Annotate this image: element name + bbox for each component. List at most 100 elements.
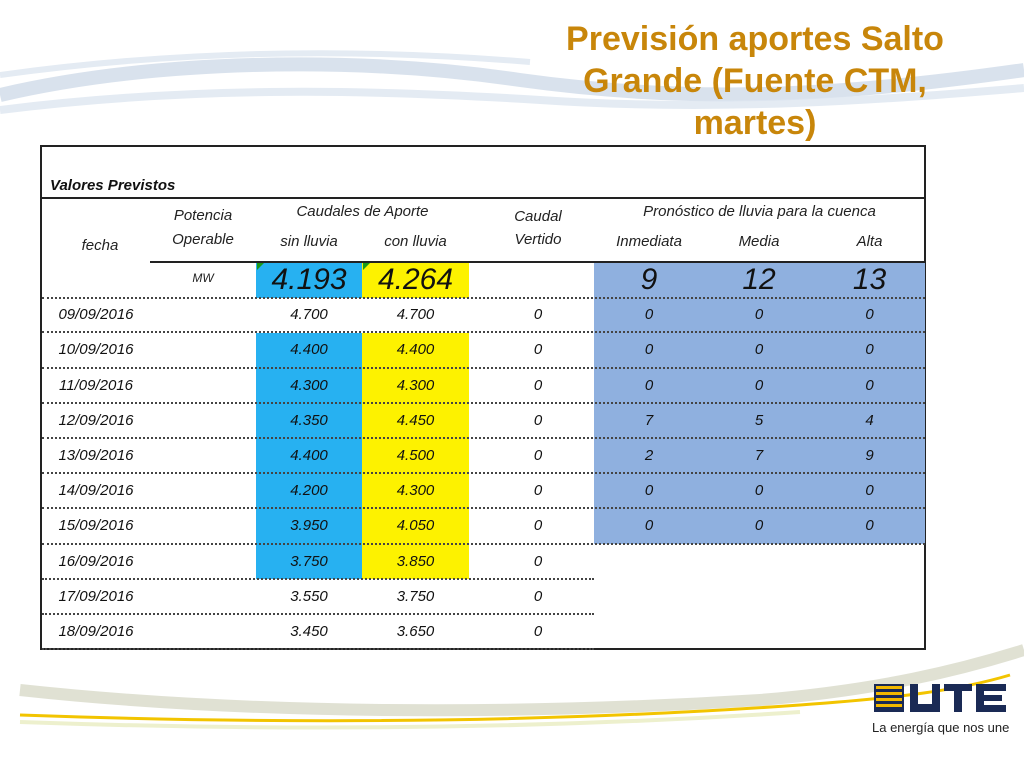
row-rule [42, 578, 594, 580]
header-top-rule [42, 197, 925, 199]
row-rule [42, 648, 594, 650]
cell-con-lluvia: 4.450 [396, 412, 435, 429]
header-bottom-rule [150, 261, 925, 263]
row-rule [42, 331, 925, 333]
cell-con-lluvia: 4.700 [396, 306, 435, 323]
cell-media: 7 [754, 447, 764, 464]
cell-vertido: 0 [533, 306, 543, 323]
header-con-lluvia: con lluvia [384, 233, 447, 250]
summary-pronostico-fill [594, 263, 925, 298]
validation-marker-icon [257, 263, 264, 270]
cell-alta: 0 [865, 341, 874, 358]
cell-fecha: 13/09/2016 [58, 447, 134, 464]
cell-sin-lluvia: 4.400 [290, 447, 328, 464]
validation-marker-icon [363, 263, 370, 270]
header-sin-lluvia: sin lluvia [280, 233, 338, 250]
header-potencia: Potencia [173, 207, 233, 224]
forecast-table: Valores Previstos fecha Potencia Operabl… [40, 145, 926, 650]
cell-media: 0 [754, 377, 764, 394]
cell-inmediata: 0 [644, 377, 654, 394]
row-rule [42, 437, 925, 439]
cell-sin-lluvia: 3.950 [290, 517, 328, 534]
cell-con-lluvia: 4.500 [396, 447, 435, 464]
cell-sin-lluvia: 4.200 [290, 482, 328, 499]
cell-fecha: 18/09/2016 [58, 623, 134, 640]
cell-fecha: 10/09/2016 [58, 341, 134, 358]
cell-con-lluvia: 3.850 [396, 553, 435, 570]
con-lluvia-fill [362, 333, 469, 579]
cell-alta: 0 [865, 306, 874, 323]
cell-fecha: 12/09/2016 [58, 412, 134, 429]
cell-inmediata: 0 [644, 517, 654, 534]
cell-con-lluvia: 4.050 [396, 517, 435, 534]
cell-con-lluvia: 4.300 [396, 482, 435, 499]
cell-alta: 0 [865, 377, 874, 394]
cell-vertido: 0 [533, 588, 543, 605]
cell-fecha: 15/09/2016 [58, 517, 134, 534]
title-line-2: Grande (Fuente CTM, [583, 62, 927, 100]
summary-inmediata: 9 [640, 263, 658, 296]
summary-sin-lluvia-fill [256, 263, 362, 298]
summary-con-lluvia-fill [362, 263, 469, 298]
cell-inmediata: 0 [644, 341, 654, 358]
cell-inmediata: 0 [644, 306, 654, 323]
cell-vertido: 0 [533, 517, 543, 534]
cell-inmediata: 2 [644, 447, 654, 464]
cell-media: 0 [754, 517, 764, 534]
header-caudal: Caudal [514, 208, 562, 225]
cell-media: 0 [754, 482, 764, 499]
row-rule [42, 507, 925, 509]
cell-fecha: 14/09/2016 [58, 482, 134, 499]
row-rule [42, 297, 925, 299]
cell-sin-lluvia: 4.300 [290, 377, 328, 394]
summary-sin-lluvia: 4.193 [271, 263, 347, 296]
cell-con-lluvia: 4.300 [396, 377, 435, 394]
cell-vertido: 0 [533, 482, 543, 499]
summary-con-lluvia: 4.264 [377, 263, 454, 296]
cell-media: 5 [754, 412, 764, 429]
cell-inmediata: 7 [644, 412, 654, 429]
cell-sin-lluvia: 4.700 [290, 306, 328, 323]
cell-sin-lluvia: 3.450 [290, 623, 328, 640]
cell-sin-lluvia: 4.350 [290, 412, 328, 429]
slide-title: Previsión aportes Salto Grande (Fuente C… [530, 18, 980, 144]
cell-alta: 0 [865, 482, 874, 499]
cell-inmediata: 0 [644, 482, 654, 499]
cell-sin-lluvia: 3.550 [290, 588, 328, 605]
cell-media: 0 [754, 306, 764, 323]
title-line-1: Previsión aportes Salto [566, 20, 944, 58]
summary-unit: MW [192, 271, 214, 285]
cell-vertido: 0 [533, 341, 543, 358]
header-operable: Operable [172, 231, 234, 248]
title-line-3: martes) [693, 104, 817, 142]
cell-vertido: 0 [533, 553, 543, 570]
row-rule [42, 367, 925, 369]
cell-alta: 4 [865, 412, 874, 429]
header-pronostico: Pronóstico de lluvia para la cuenca [643, 203, 876, 220]
cell-con-lluvia: 3.650 [396, 623, 435, 640]
row-rule [42, 472, 925, 474]
slogan: La energía que nos une [872, 720, 1010, 735]
cell-alta: 9 [865, 447, 874, 464]
summary-media: 12 [742, 263, 776, 296]
cell-fecha: 16/09/2016 [58, 553, 134, 570]
header-alta: Alta [856, 233, 883, 250]
cell-fecha: 09/09/2016 [58, 306, 134, 323]
row-rule [42, 613, 594, 615]
header-media: Media [738, 233, 780, 250]
section-label: Valores Previstos [50, 177, 176, 194]
sin-lluvia-fill [256, 333, 362, 579]
cell-sin-lluvia: 4.400 [290, 341, 328, 358]
cell-vertido: 0 [533, 412, 543, 429]
cell-con-lluvia: 4.400 [396, 341, 435, 358]
cell-alta: 0 [865, 517, 874, 534]
header-inmediata: Inmediata [616, 233, 682, 250]
cell-vertido: 0 [533, 623, 543, 640]
summary-alta: 13 [852, 263, 887, 296]
header-fecha: fecha [81, 237, 119, 254]
row-rule [42, 543, 925, 545]
cell-vertido: 0 [533, 447, 543, 464]
cell-con-lluvia: 3.750 [396, 588, 435, 605]
pronostico-fill [594, 298, 925, 544]
